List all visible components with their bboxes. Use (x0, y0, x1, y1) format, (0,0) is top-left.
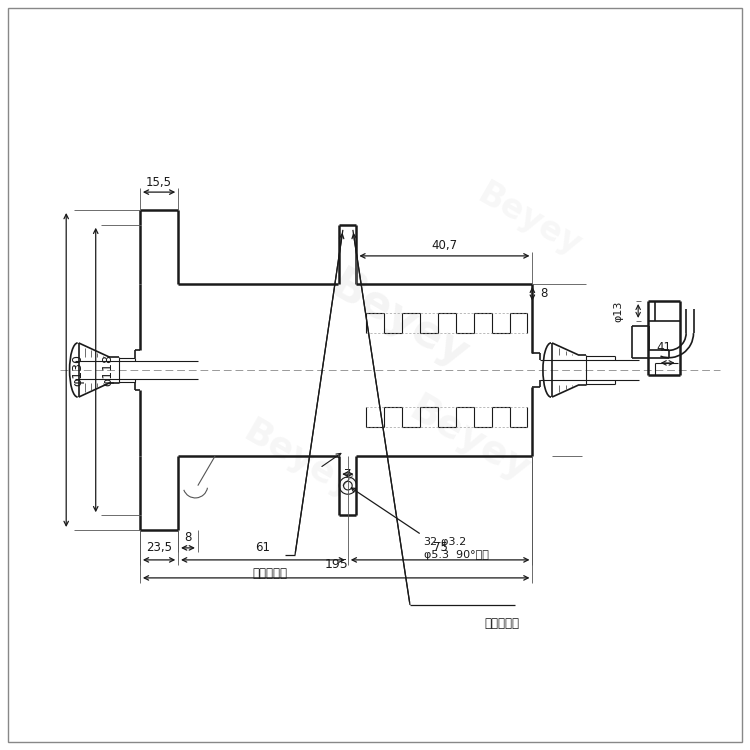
Text: 75: 75 (433, 542, 448, 554)
Text: 8: 8 (540, 287, 548, 300)
Text: 23,5: 23,5 (146, 542, 172, 554)
Text: Beyey: Beyey (323, 263, 477, 376)
Text: 195: 195 (324, 559, 348, 572)
Text: 8: 8 (184, 532, 192, 544)
Text: Beyey: Beyey (238, 415, 362, 506)
Text: 61: 61 (256, 542, 271, 554)
Text: Beyey: Beyey (403, 390, 537, 490)
Text: 7: 7 (344, 467, 352, 481)
Text: 40,7: 40,7 (431, 239, 457, 253)
Text: φ130: φ130 (72, 354, 85, 386)
Text: φ118: φ118 (101, 354, 114, 386)
Text: 轮剋中心线: 轮剋中心线 (253, 567, 287, 580)
Text: 车框中心线: 车框中心线 (484, 617, 520, 630)
Text: 32-φ3.2
φ5.3  90°沉孔: 32-φ3.2 φ5.3 90°沉孔 (424, 537, 488, 560)
Text: 41: 41 (656, 341, 671, 354)
Text: φ13: φ13 (614, 300, 623, 322)
Text: Beyey: Beyey (472, 177, 588, 262)
Text: 15,5: 15,5 (146, 176, 172, 188)
